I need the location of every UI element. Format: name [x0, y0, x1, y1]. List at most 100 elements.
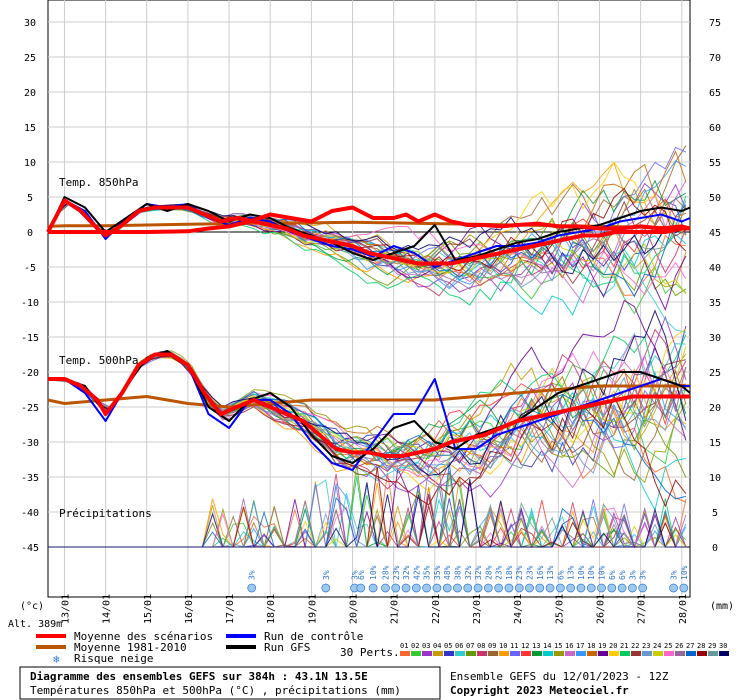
perturbation-swatch — [477, 651, 487, 656]
snow-risk-label: 3% — [248, 570, 257, 580]
y-axis-left: 30 25 20 15 10 5 0 -5 -10 -15 -20 -25 -30 -35 -40 -45 — [21, 18, 39, 554]
perturbation-swatch — [510, 651, 520, 656]
snow-risk-label: 3% — [670, 570, 679, 580]
perturbation-label: 17 — [576, 642, 584, 650]
snowflake-icon — [432, 583, 442, 593]
copyright: Copyright 2023 Meteociel.fr — [450, 684, 629, 697]
y-right-tick-label: 10 — [709, 473, 721, 484]
perturbation-swatch — [576, 651, 586, 656]
snow-risk-label: 32% — [474, 565, 483, 580]
perturbation-label: 10 — [499, 642, 507, 650]
snow-risk-label: 3% — [322, 570, 331, 580]
section-label-850: Temp. 850hPa — [59, 176, 138, 189]
snow-risk-label: 28% — [381, 565, 390, 580]
perturbation-label: 04 — [433, 642, 441, 650]
perturbation-label: 19 — [598, 642, 606, 650]
snow-risk-label: 38% — [453, 565, 462, 580]
perturbation-label: 01 — [400, 642, 408, 650]
snow-risk-label: 32% — [402, 565, 411, 580]
perturbation-label: 02 — [411, 642, 419, 650]
perturbation-swatch — [455, 651, 465, 656]
perturbation-label: 07 — [466, 642, 474, 650]
y-left-tick-label: -35 — [21, 473, 39, 484]
perturbation-swatch — [422, 651, 432, 656]
y-right-tick-label: 50 — [709, 193, 721, 204]
x-tick-label: 20/01 — [349, 594, 360, 624]
series-meanprecip — [48, 205, 691, 234]
perturbation-swatch — [686, 651, 696, 656]
snow-risk-label: 23% — [495, 565, 504, 580]
perturbation-swatch — [466, 651, 476, 656]
snowflake-icon — [628, 583, 637, 593]
snowflake-icon — [483, 583, 493, 593]
y-right-tick-label: 20 — [709, 403, 721, 414]
y-left-tick-label: -25 — [21, 403, 39, 414]
y-right-tick-label: 30 — [709, 333, 721, 344]
x-tick-label: 13/01 — [60, 594, 71, 624]
snow-risk-label: 6% — [608, 570, 617, 580]
y-left-tick-label: -10 — [21, 298, 39, 309]
y-left-tick-label: 0 — [27, 228, 33, 239]
perturbation-label: 16 — [565, 642, 573, 650]
perturbation-label: 25 — [664, 642, 672, 650]
perturbation-label: 03 — [422, 642, 430, 650]
perturbation-swatch — [642, 651, 652, 656]
snow-risk-label: 23% — [392, 565, 401, 580]
x-tick-label: 23/01 — [472, 594, 483, 624]
perturbation-swatch — [433, 651, 443, 656]
snowflake-icon — [679, 583, 689, 593]
x-tick-label: 19/01 — [307, 594, 318, 624]
y-right-tick-label: 55 — [709, 158, 721, 169]
x-tick-label: 17/01 — [225, 594, 236, 624]
snowflake-icon — [473, 583, 483, 593]
perturbation-swatch — [653, 651, 663, 656]
y-left-tick-label: 20 — [24, 88, 36, 99]
perturbation-label: 11 — [510, 642, 518, 650]
snowflake-icon — [401, 583, 411, 593]
x-tick-label: 16/01 — [184, 594, 195, 624]
y-right-tick-label: 15 — [709, 438, 721, 449]
snow-risk-label: 28% — [484, 565, 493, 580]
perturbation-swatch — [411, 651, 421, 656]
snowflake-icon — [525, 583, 534, 593]
y-right-tick-label: 0 — [712, 543, 718, 554]
section-label-500: Temp. 500hPa — [59, 354, 138, 367]
perturbation-swatch — [598, 651, 608, 656]
perturbation-swatch — [697, 651, 707, 656]
legend-gfs-label: Run GFS — [264, 641, 310, 654]
left-unit-label: (°c) — [20, 601, 44, 612]
snowflake-icon — [669, 583, 678, 593]
snowflake-icon — [391, 583, 401, 593]
perturbation-swatch — [554, 651, 564, 656]
snowflake-icon — [453, 583, 462, 593]
series-clim500 — [47, 384, 690, 409]
snow-risk-label: 6% — [357, 570, 366, 580]
snowflake-icon — [556, 583, 565, 593]
snowflake-icon — [535, 583, 545, 593]
snowflake-icon — [422, 583, 431, 593]
snow-risk-label: 42% — [412, 565, 421, 580]
x-axis: 13/01 14/01 15/01 16/01 17/01 18/01 19/01 20/01… — [60, 594, 688, 624]
snowflake-icon — [576, 583, 586, 593]
snow-risk-label: 35% — [423, 565, 432, 580]
perturbation-swatch — [444, 651, 454, 656]
section-label-precip: Précipitations — [59, 507, 152, 520]
y-left-tick-label: -20 — [21, 368, 39, 379]
perturbation-label: 09 — [488, 642, 496, 650]
perturbation-label: 24 — [653, 642, 661, 650]
perturbation-swatch — [664, 651, 674, 656]
perturbation-swatch — [488, 651, 498, 656]
legend-mean-label: Moyenne des scénarios — [74, 630, 213, 643]
snow-risk-label: 13% — [546, 565, 555, 580]
legend-control-label: Run de contrôle — [264, 630, 363, 643]
y-right-tick-label: 45 — [709, 228, 721, 239]
y-left-tick-label: 25 — [24, 53, 36, 64]
perturbation-swatch — [565, 651, 575, 656]
snow-risk-label: 35% — [433, 565, 442, 580]
perturbation-swatch — [532, 651, 542, 656]
snow-risk-label: 3% — [351, 570, 360, 580]
legend-snow-label: Risque neige — [74, 652, 153, 665]
legend: Moyenne des scénarios Moyenne 1981-2010 … — [36, 630, 729, 666]
